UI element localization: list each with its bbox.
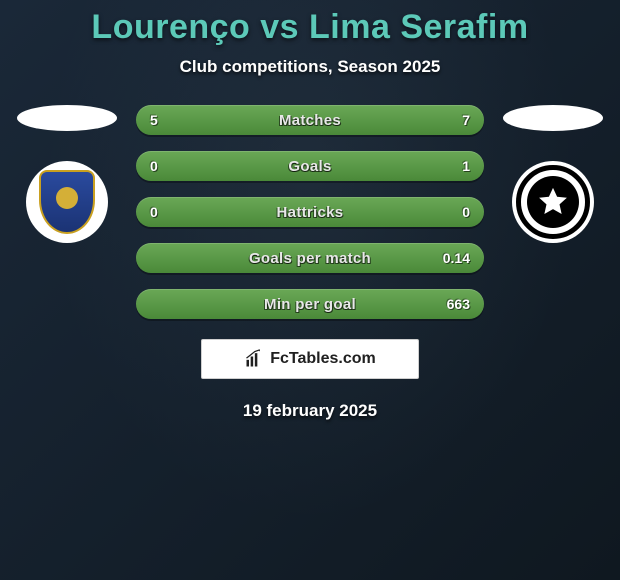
club-crest-left xyxy=(26,161,108,243)
club-crest-right xyxy=(512,161,594,243)
shield-emblem xyxy=(56,187,78,209)
stat-value-left xyxy=(136,289,164,319)
crest-ring xyxy=(516,165,590,239)
player-shadow-right xyxy=(503,105,603,131)
stat-value-left: 5 xyxy=(136,105,172,135)
stat-value-right: 663 xyxy=(433,289,484,319)
stat-value-left: 0 xyxy=(136,151,172,181)
stat-bars: 5 Matches 7 0 Goals 1 0 Hattricks 0 Goal… xyxy=(136,105,484,319)
page-title: Lourenço vs Lima Serafim xyxy=(0,8,620,47)
brand-text: FcTables.com xyxy=(270,350,376,368)
stat-bar: 5 Matches 7 xyxy=(136,105,484,135)
subtitle: Club competitions, Season 2025 xyxy=(0,57,620,77)
stat-label: Hattricks xyxy=(277,204,344,221)
player-shadow-left xyxy=(17,105,117,131)
date-text: 19 february 2025 xyxy=(0,401,620,421)
stat-value-left xyxy=(136,243,164,273)
content: Lourenço vs Lima Serafim Club competitio… xyxy=(0,0,620,421)
stat-value-right: 1 xyxy=(448,151,484,181)
stat-bar: 0 Goals 1 xyxy=(136,151,484,181)
left-column xyxy=(12,105,122,243)
stat-label: Goals xyxy=(288,158,331,175)
stat-bar: Min per goal 663 xyxy=(136,289,484,319)
crest-disc xyxy=(527,176,579,228)
stat-value-right: 0 xyxy=(448,197,484,227)
star-icon xyxy=(536,185,570,219)
stat-label: Goals per match xyxy=(249,250,371,267)
bar-chart-icon xyxy=(244,349,264,369)
comparison-row: 5 Matches 7 0 Goals 1 0 Hattricks 0 Goal… xyxy=(0,105,620,319)
stat-value-right: 7 xyxy=(448,105,484,135)
shield-icon xyxy=(39,170,95,234)
brand-badge: FcTables.com xyxy=(201,339,419,379)
stat-label: Min per goal xyxy=(264,296,356,313)
stat-label: Matches xyxy=(279,112,341,129)
stat-bar: Goals per match 0.14 xyxy=(136,243,484,273)
stat-value-left: 0 xyxy=(136,197,172,227)
right-column xyxy=(498,105,608,243)
stat-value-right: 0.14 xyxy=(429,243,484,273)
stat-bar: 0 Hattricks 0 xyxy=(136,197,484,227)
